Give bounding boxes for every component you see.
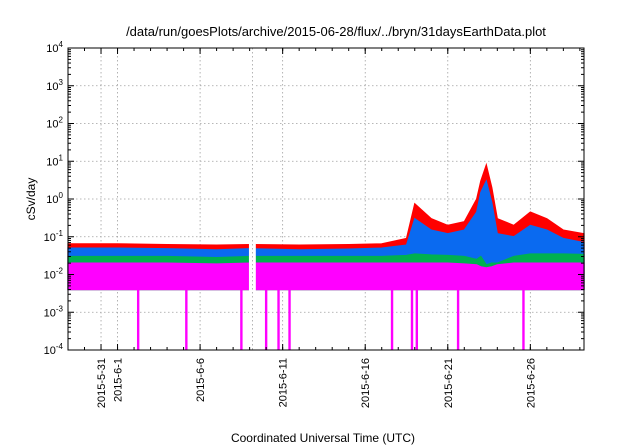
x-tick-labels: 2015-5-31 2015-6-1 2015-6-6 2015-6-11 2015-6… [96, 358, 537, 408]
x-axis-label: Coordinated Universal Time (UTC) [231, 431, 415, 445]
tick-layer [67, 47, 584, 351]
gap-layer [248, 48, 256, 350]
y-tick-label: 10-1 [44, 229, 64, 244]
y-tick-label: 104 [46, 40, 63, 55]
y-tick-label: 102 [46, 116, 63, 131]
y-tick-label: 10-2 [44, 267, 64, 282]
y-tick-labels: 10-4 10-3 10-2 10-1 100 101 102 103 104 [44, 40, 64, 357]
x-tick-label: 2015-6-16 [360, 358, 372, 408]
data-gap [248, 49, 256, 349]
y-tick-label: 100 [46, 191, 63, 206]
y-tick-label: 10-3 [44, 304, 64, 319]
x-tick-label: 2015-6-11 [278, 358, 290, 407]
x-tick-label: 2015-6-6 [195, 358, 207, 402]
chart-title: /data/run/goesPlots/archive/2015-06-28/f… [126, 24, 546, 39]
dropout-layer [136, 289, 525, 350]
x-tick-label: 2015-6-26 [525, 358, 537, 408]
y-tick-label: 101 [46, 153, 63, 168]
magenta-series-area [67, 262, 585, 291]
y-axis-label: cSv/day [24, 178, 38, 221]
series-layer [67, 162, 585, 291]
x-tick-label: 2015-6-21 [443, 358, 455, 408]
y-tick-label: 10-4 [44, 342, 64, 357]
y-tick-label: 103 [46, 78, 63, 93]
x-tick-label: 2015-6-1 [113, 358, 125, 402]
x-tick-label: 2015-5-31 [96, 358, 108, 408]
